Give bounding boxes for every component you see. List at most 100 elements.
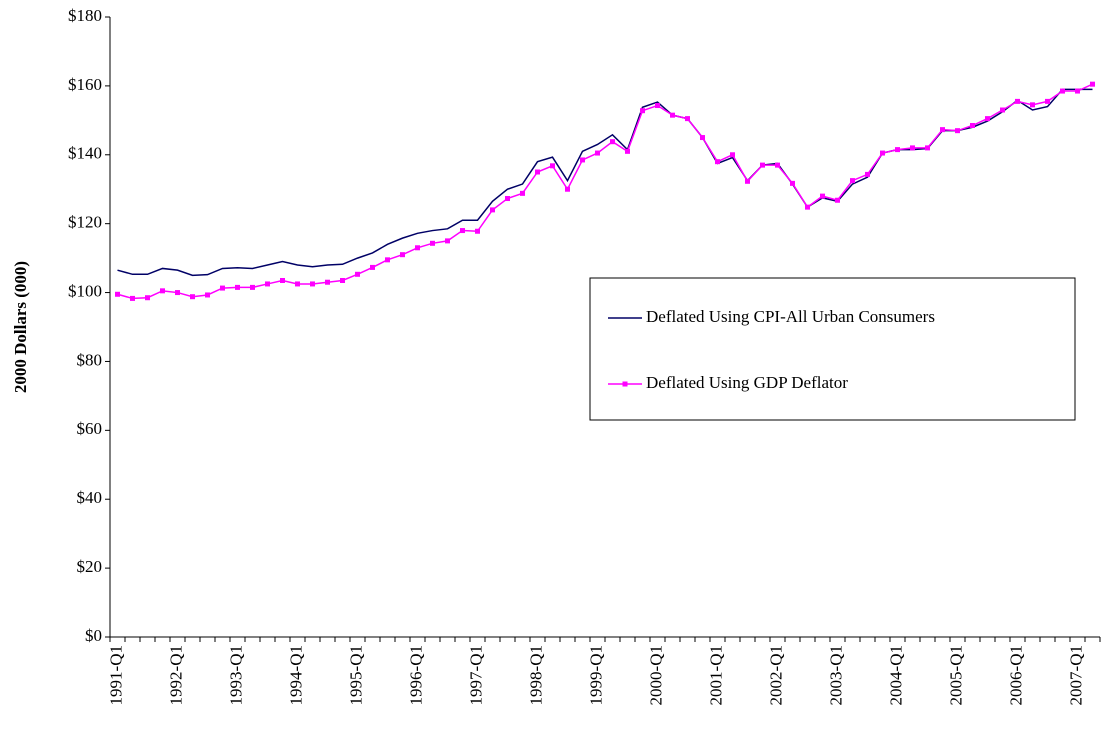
data-point bbox=[610, 139, 615, 145]
data-point bbox=[670, 112, 675, 118]
x-tick-label: 2005-Q1 bbox=[946, 645, 965, 705]
data-point bbox=[430, 240, 435, 246]
data-point bbox=[115, 291, 120, 297]
data-point bbox=[415, 245, 420, 251]
data-point bbox=[355, 271, 360, 277]
x-tick-label: 2001-Q1 bbox=[706, 645, 725, 705]
x-tick-label: 2000-Q1 bbox=[646, 645, 665, 705]
data-point bbox=[790, 180, 795, 186]
data-point bbox=[295, 281, 300, 287]
data-point bbox=[160, 288, 165, 294]
y-tick-label: $120 bbox=[68, 213, 102, 232]
data-point bbox=[250, 284, 255, 290]
data-point bbox=[775, 162, 780, 168]
data-point bbox=[655, 103, 660, 109]
x-tick-label: 2004-Q1 bbox=[886, 645, 905, 705]
data-point bbox=[820, 193, 825, 199]
data-point bbox=[985, 116, 990, 122]
data-point bbox=[1000, 107, 1005, 113]
data-point bbox=[895, 147, 900, 153]
y-tick-label: $0 bbox=[85, 626, 102, 645]
data-point bbox=[535, 169, 540, 175]
series-line bbox=[117, 88, 1093, 277]
y-axis-label: 2000 Dollars (000) bbox=[11, 261, 30, 393]
data-point bbox=[325, 279, 330, 285]
data-point bbox=[400, 252, 405, 258]
data-point bbox=[1060, 88, 1065, 94]
y-tick-label: $80 bbox=[77, 350, 103, 369]
data-point bbox=[385, 257, 390, 263]
data-point bbox=[505, 196, 510, 202]
data-point bbox=[1030, 102, 1035, 108]
data-point bbox=[640, 108, 645, 114]
data-point bbox=[595, 150, 600, 156]
data-point bbox=[520, 190, 525, 196]
x-tick-label: 1999-Q1 bbox=[586, 645, 605, 705]
data-point bbox=[1075, 88, 1080, 94]
x-tick-label: 1996-Q1 bbox=[406, 645, 425, 705]
data-point bbox=[700, 135, 705, 141]
data-point bbox=[850, 178, 855, 184]
data-point bbox=[175, 290, 180, 296]
x-tick-label: 2003-Q1 bbox=[826, 645, 845, 705]
y-tick-label: $180 bbox=[68, 6, 102, 25]
x-tick-label: 1993-Q1 bbox=[226, 645, 245, 705]
data-point bbox=[745, 178, 750, 184]
data-point bbox=[550, 163, 555, 169]
legend-box bbox=[589, 277, 1076, 421]
data-point bbox=[235, 284, 240, 290]
data-point bbox=[1045, 98, 1050, 104]
y-tick-label: $40 bbox=[77, 488, 103, 507]
data-point bbox=[940, 127, 945, 133]
data-point bbox=[835, 197, 840, 203]
y-tick-label: $140 bbox=[68, 144, 102, 163]
data-point bbox=[370, 264, 375, 270]
data-point bbox=[580, 157, 585, 163]
data-point bbox=[955, 128, 960, 134]
data-point bbox=[445, 238, 450, 244]
data-point bbox=[340, 278, 345, 283]
x-tick-label: 2002-Q1 bbox=[766, 645, 785, 705]
x-tick-label: 2007-Q1 bbox=[1066, 645, 1085, 705]
legend-marker bbox=[622, 381, 628, 387]
data-point bbox=[730, 152, 735, 158]
x-tick-label: 1994-Q1 bbox=[286, 645, 305, 705]
x-tick-label: 2006-Q1 bbox=[1006, 645, 1025, 705]
x-tick-label: 1997-Q1 bbox=[466, 645, 485, 705]
x-tick-label: 1992-Q1 bbox=[166, 645, 185, 705]
data-point bbox=[910, 145, 915, 151]
x-tick-label: 1991-Q1 bbox=[106, 645, 125, 705]
data-point bbox=[685, 116, 690, 122]
data-point bbox=[490, 207, 495, 213]
data-point bbox=[1090, 81, 1095, 87]
data-point bbox=[205, 292, 210, 298]
data-point bbox=[925, 145, 930, 151]
y-tick-label: $20 bbox=[77, 557, 103, 576]
data-point bbox=[460, 228, 465, 234]
data-point bbox=[805, 204, 810, 210]
y-tick-label: $60 bbox=[77, 419, 103, 438]
data-point bbox=[715, 159, 720, 165]
data-point bbox=[145, 295, 150, 301]
data-point bbox=[970, 123, 975, 128]
data-point bbox=[565, 186, 570, 192]
x-tick-label: 1995-Q1 bbox=[346, 645, 365, 705]
data-point bbox=[865, 171, 870, 177]
data-point bbox=[760, 162, 765, 168]
data-point bbox=[280, 278, 285, 283]
legend-label: Deflated Using GDP Deflator bbox=[646, 373, 848, 392]
data-point bbox=[625, 148, 630, 154]
data-point bbox=[190, 294, 195, 300]
data-point bbox=[130, 295, 135, 301]
legend-label: Deflated Using CPI-All Urban Consumers bbox=[646, 307, 935, 326]
y-tick-label: $160 bbox=[68, 75, 102, 94]
data-point bbox=[475, 228, 480, 234]
data-point bbox=[1015, 98, 1020, 104]
data-point bbox=[220, 285, 225, 291]
data-point bbox=[310, 281, 315, 287]
x-tick-label: 1998-Q1 bbox=[526, 645, 545, 705]
data-point bbox=[265, 281, 270, 287]
data-point bbox=[880, 150, 885, 156]
